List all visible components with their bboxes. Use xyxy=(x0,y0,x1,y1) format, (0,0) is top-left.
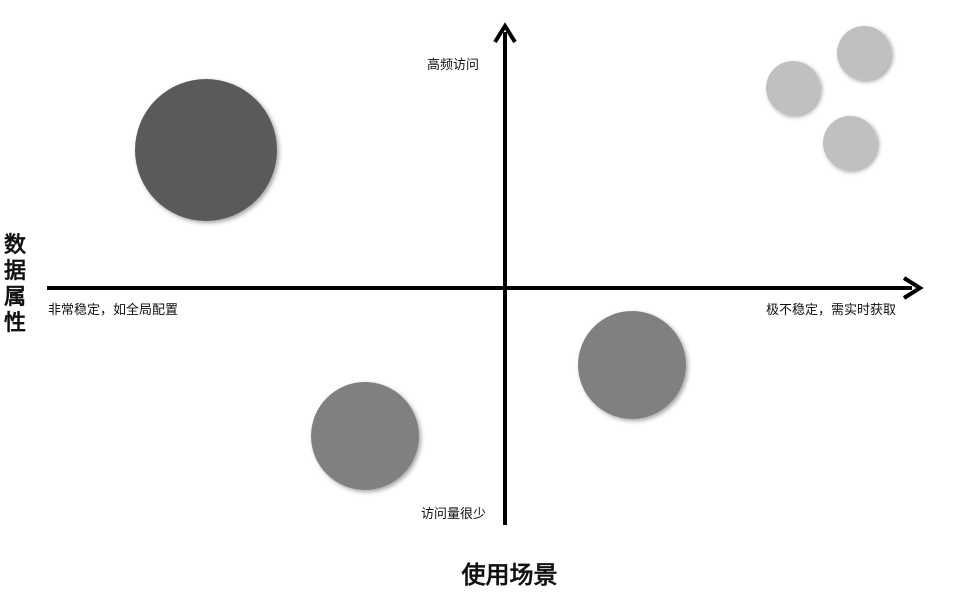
bubble-bottom-left xyxy=(311,382,419,490)
bubble-top-right-2 xyxy=(766,61,820,115)
bubble-top-right-1 xyxy=(837,26,891,80)
bubbles-layer xyxy=(135,26,891,490)
x-axis-right-label: 极不稳定，需实时获取 xyxy=(766,303,897,318)
y-axis-top-label: 高频访问 xyxy=(427,58,480,73)
x-axis-title: 使用场景 xyxy=(461,560,558,589)
x-axis-arrowhead xyxy=(902,276,924,300)
y-axis-bottom-label: 访问量很少 xyxy=(421,507,487,522)
bubble-top-right-3 xyxy=(823,116,877,170)
x-axis-left-label: 非常稳定，如全局配置 xyxy=(48,303,179,318)
bubble-top-left xyxy=(135,79,277,221)
bubble-bottom-right xyxy=(578,311,686,419)
y-axis-title: 数据属性 xyxy=(3,232,26,336)
x-axis xyxy=(47,276,924,300)
y-axis-arrowhead xyxy=(493,22,517,44)
y-axis xyxy=(493,22,517,525)
